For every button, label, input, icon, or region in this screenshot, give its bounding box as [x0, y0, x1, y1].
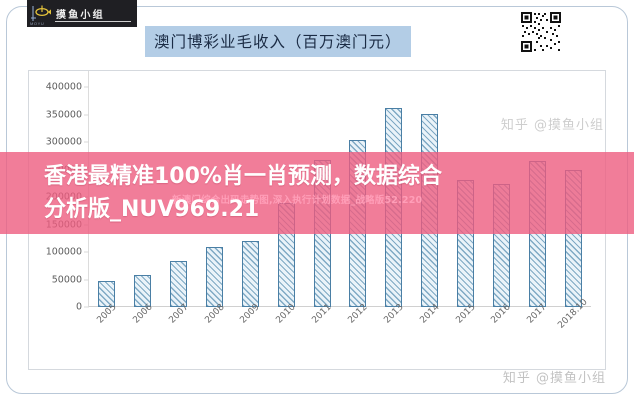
bar[interactable]: [170, 260, 188, 307]
y-axis-tick-mark: [84, 306, 89, 308]
y-axis-tick-mark: [84, 114, 89, 115]
y-axis-tick-mark: [84, 141, 89, 143]
x-axis-tick-mark: [393, 307, 395, 311]
qr-code-icon[interactable]: [520, 11, 562, 53]
bar-slot: 2008: [197, 87, 233, 326]
bar-slot: 2006: [125, 87, 161, 326]
fish-logo-icon: [30, 3, 52, 25]
bar[interactable]: [98, 281, 116, 307]
x-axis-tick-mark: [285, 307, 287, 311]
x-axis-tick-mark: [465, 307, 467, 311]
bar-slot: 2009: [232, 87, 268, 326]
bar[interactable]: [241, 240, 259, 307]
x-axis-tick-mark: [321, 307, 323, 311]
y-axis-tick-mark: [84, 251, 89, 253]
promo-line-1: 香港最精准100%肖一肖预测，数据综合: [44, 164, 442, 189]
bar-slot: 2007: [161, 87, 197, 326]
x-axis-tick-mark: [178, 307, 180, 311]
y-axis-tick-label: 300000: [45, 136, 82, 148]
chart-title: 澳门博彩业毛收入（百万澳门元）: [145, 26, 411, 57]
x-axis-tick-mark: [249, 307, 251, 311]
watermark-lower: 知乎 @摸鱼小组: [502, 371, 606, 386]
y-axis-tick-label: 100000: [45, 246, 82, 258]
x-axis-tick-mark: [142, 307, 144, 311]
y-axis-tick-mark: [84, 279, 89, 280]
x-axis-tick-mark: [536, 307, 538, 311]
x-axis-tick-mark: [106, 307, 108, 311]
x-axis-tick-mark: [214, 307, 215, 311]
promo-line-2: 分析版_NUV969.21: [44, 197, 260, 222]
y-axis-tick-label: 50000: [51, 274, 82, 285]
promo-overlay-text: 香港最精准100%肖一肖预测，数据综合 分析版_NUV969.21: [0, 160, 634, 226]
x-axis-line: [89, 306, 591, 307]
bar-slot: 2005: [89, 87, 125, 326]
x-axis-tick-mark: [572, 307, 574, 311]
brand-logo-sub: MOYU: [30, 21, 45, 26]
x-axis-tick-mark: [357, 307, 359, 311]
y-axis-tick-label: 0: [75, 301, 82, 313]
logo-underline: [55, 21, 131, 22]
watermark-upper: 知乎 @摸鱼小组: [500, 118, 604, 133]
bar[interactable]: [134, 275, 152, 307]
x-axis-tick-mark: [500, 307, 502, 311]
y-axis-tick-label: 400000: [45, 81, 82, 93]
y-axis-tick-label: 350000: [45, 109, 82, 120]
bar[interactable]: [206, 246, 223, 307]
brand-logo-bar: 摸鱼小组 MOYU: [27, 0, 137, 27]
y-axis-tick-mark: [84, 86, 89, 88]
brand-logo-text: 摸鱼小组: [56, 10, 105, 21]
x-axis-tick-mark: [429, 307, 431, 311]
